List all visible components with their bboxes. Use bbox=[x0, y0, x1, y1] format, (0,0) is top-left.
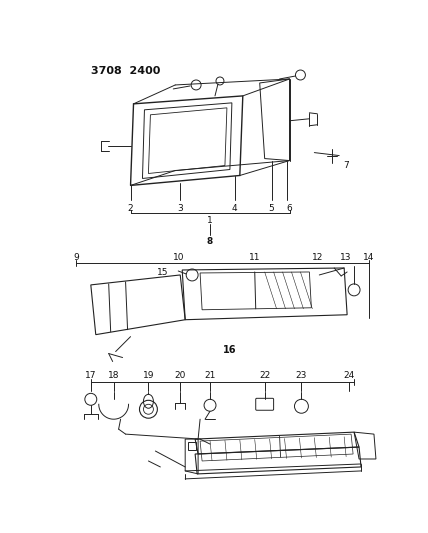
Text: 10: 10 bbox=[172, 253, 184, 262]
Text: 12: 12 bbox=[312, 253, 323, 262]
Text: 14: 14 bbox=[363, 253, 374, 262]
Text: 17: 17 bbox=[85, 371, 97, 380]
Text: 16: 16 bbox=[223, 344, 237, 354]
Text: 2: 2 bbox=[128, 204, 134, 213]
Text: 1: 1 bbox=[207, 216, 213, 225]
Text: 4: 4 bbox=[232, 204, 238, 213]
Text: 15: 15 bbox=[157, 269, 168, 278]
Text: 18: 18 bbox=[108, 371, 119, 380]
Text: 3708  2400: 3708 2400 bbox=[91, 66, 160, 76]
Text: 6: 6 bbox=[287, 204, 292, 213]
Text: 21: 21 bbox=[204, 371, 216, 380]
Text: 3: 3 bbox=[177, 204, 183, 213]
Text: 8: 8 bbox=[207, 237, 213, 246]
Text: 5: 5 bbox=[269, 204, 274, 213]
Text: 24: 24 bbox=[344, 371, 355, 380]
Text: 13: 13 bbox=[340, 253, 352, 262]
Text: 7: 7 bbox=[343, 161, 349, 170]
Text: 11: 11 bbox=[249, 253, 261, 262]
Text: 9: 9 bbox=[73, 253, 79, 262]
Text: 20: 20 bbox=[175, 371, 186, 380]
Text: 23: 23 bbox=[296, 371, 307, 380]
Text: 22: 22 bbox=[259, 371, 270, 380]
Text: 19: 19 bbox=[143, 371, 154, 380]
